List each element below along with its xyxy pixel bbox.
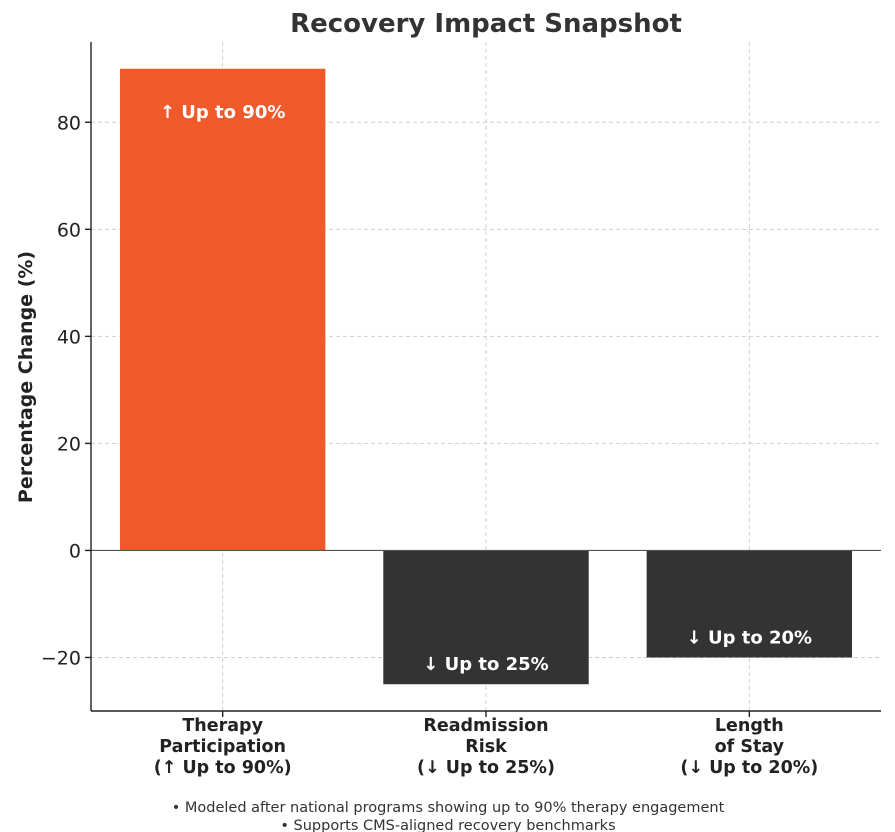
category-label: (↓ Up to 20%) bbox=[680, 758, 818, 778]
footnote-1: • Modeled after national programs showin… bbox=[172, 800, 725, 816]
category-label: of Stay bbox=[715, 737, 785, 757]
data-labels: ↑ Up to 90% ↓ Up to 25% ↓ Up to 20% bbox=[160, 102, 812, 675]
axes bbox=[85, 42, 881, 717]
bar bbox=[383, 550, 589, 685]
category-label: Risk bbox=[465, 737, 507, 757]
category-label: Participation bbox=[159, 737, 286, 757]
data-label: ↑ Up to 90% bbox=[160, 102, 285, 123]
y-tick-label: 60 bbox=[57, 219, 81, 241]
category-label: (↓ Up to 25%) bbox=[417, 758, 555, 778]
y-tick-label: 20 bbox=[57, 433, 81, 455]
category-label: Therapy bbox=[182, 716, 263, 736]
category-label: Length bbox=[715, 716, 784, 736]
y-tick-label: 0 bbox=[69, 540, 81, 562]
category-label: (↑ Up to 90%) bbox=[154, 758, 292, 778]
category-label: Readmission bbox=[423, 716, 548, 736]
bars bbox=[119, 68, 853, 685]
data-label: ↓ Up to 25% bbox=[423, 654, 548, 675]
footnote-2: • Supports CMS-aligned recovery benchmar… bbox=[280, 818, 615, 832]
chart-title: Recovery Impact Snapshot bbox=[290, 9, 682, 39]
y-axis-label: Percentage Change (%) bbox=[15, 251, 37, 503]
y-tick-label: −20 bbox=[41, 647, 81, 669]
data-label: ↓ Up to 20% bbox=[687, 627, 812, 648]
bar bbox=[646, 550, 853, 658]
y-tick-labels: −20 0 20 40 60 80 bbox=[41, 112, 81, 669]
bar bbox=[119, 68, 326, 551]
y-tick-label: 40 bbox=[57, 326, 81, 348]
y-tick-label: 80 bbox=[57, 112, 81, 134]
